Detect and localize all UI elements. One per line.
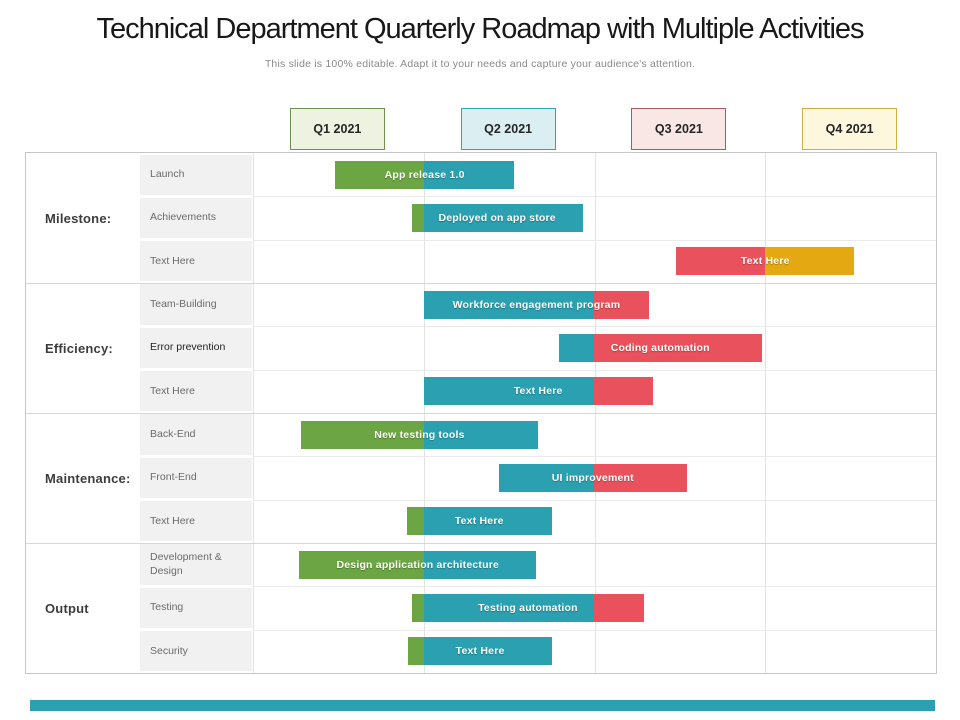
group-cell-maintenance: Maintenance: bbox=[45, 470, 131, 486]
gantt-bar-segment-green bbox=[406, 507, 424, 536]
gantt-bar-segment-teal bbox=[423, 420, 539, 449]
gantt-bar[interactable]: Text Here bbox=[406, 507, 552, 536]
gantt-bar[interactable]: Design application architecture bbox=[299, 550, 537, 579]
gantt-bar-segment-teal bbox=[423, 594, 595, 622]
gantt-bar-label: New testing tools bbox=[374, 428, 465, 441]
section-divider-line bbox=[26, 283, 936, 284]
gantt-bar-segment-teal bbox=[423, 637, 552, 666]
section-divider-line bbox=[26, 543, 936, 544]
gantt-bar-segment-red bbox=[594, 464, 687, 492]
gantt-bar-segment-teal bbox=[498, 464, 595, 492]
gantt-bar-segment-red bbox=[594, 334, 762, 362]
row-label-testing: Testing bbox=[139, 586, 253, 629]
quarter-box-q2[interactable]: Q2 2021 bbox=[460, 108, 556, 150]
gantt-bar-segment-red bbox=[594, 290, 650, 319]
quarter-box-q1[interactable]: Q1 2021 bbox=[289, 108, 385, 150]
slide-subtitle: This slide is 100% editable. Adapt it to… bbox=[264, 58, 696, 70]
gantt-bar-segment-red bbox=[676, 247, 766, 276]
quarter-label: Q3 2021 bbox=[654, 122, 703, 136]
row-gridline bbox=[253, 629, 936, 631]
gantt-bar-label: App release 1.0 bbox=[384, 168, 465, 181]
row-gridline bbox=[253, 326, 936, 328]
row-label-column: Launch Achievements Text Here Team-Build… bbox=[139, 153, 253, 673]
row-label-front-end: Front-End bbox=[139, 456, 253, 499]
section-divider-line bbox=[26, 413, 936, 414]
gantt-bar[interactable]: New testing tools bbox=[300, 420, 539, 449]
group-cell-efficiency: Efficiency: bbox=[45, 340, 113, 356]
gantt-bar-segment-teal bbox=[423, 550, 537, 579]
gantt-bar-segment-teal bbox=[423, 377, 595, 406]
gantt-bar-segment-yellow bbox=[765, 247, 855, 276]
quarter-label: Q4 2021 bbox=[825, 122, 874, 136]
gantt-bar-label: Deployed on app store bbox=[438, 212, 556, 224]
group-cell-output: Output bbox=[45, 600, 89, 616]
gantt-bar-segment-teal bbox=[423, 204, 583, 232]
group-label-column: Milestone: Efficiency: Maintenance: Outp… bbox=[26, 153, 139, 673]
row-label-error-prevention: Error prevention bbox=[139, 326, 253, 369]
gantt-bar-segment-green bbox=[408, 637, 424, 666]
gantt-bar[interactable]: Coding automation bbox=[558, 334, 762, 362]
row-gridline bbox=[253, 456, 936, 458]
gantt-bar-label: Text Here bbox=[454, 515, 504, 528]
quarter-label: Q1 2021 bbox=[313, 122, 362, 136]
gantt-bar[interactable]: App release 1.0 bbox=[334, 160, 515, 189]
quarter-label: Q2 2021 bbox=[484, 122, 533, 136]
gantt-bar-label: Text Here bbox=[740, 255, 790, 268]
row-gridline bbox=[253, 239, 936, 241]
gantt-bar-segment-green bbox=[334, 160, 424, 189]
row-gridline bbox=[253, 499, 936, 501]
gantt-bar-label: Text Here bbox=[513, 385, 563, 398]
gantt-bar-label: Testing automation bbox=[478, 602, 578, 614]
gantt-bar-segment-red bbox=[594, 594, 644, 622]
gantt-bar-segment-teal bbox=[423, 290, 595, 319]
gantt-bar[interactable]: Workforce engagement program bbox=[423, 290, 650, 319]
row-label-text-here-1: Text Here bbox=[139, 240, 253, 283]
row-label-text-here-3: Text Here bbox=[139, 500, 253, 543]
gantt-bar-label: Coding automation bbox=[610, 342, 710, 354]
row-gridline bbox=[253, 196, 936, 198]
row-label-security: Security bbox=[139, 630, 253, 673]
gantt-bar-label: UI improvement bbox=[551, 472, 634, 484]
gantt-chart-area: App release 1.0 Deployed on app store Text… bbox=[253, 153, 936, 673]
gantt-bar-segment-teal bbox=[423, 160, 515, 189]
gantt-bar-segment-teal bbox=[558, 334, 595, 362]
gantt-bar-segment-green bbox=[299, 550, 424, 579]
gantt-bar-label: Design application architecture bbox=[336, 558, 500, 571]
row-label-achievements: Achievements bbox=[139, 196, 253, 239]
row-gridline bbox=[253, 586, 936, 588]
row-label-launch: Launch bbox=[139, 153, 253, 196]
gantt-bar-segment-green bbox=[411, 594, 424, 622]
gantt-bar-segment-red bbox=[594, 377, 653, 406]
gantt-bar[interactable]: Text Here bbox=[423, 377, 653, 406]
group-cell-milestone: Milestone: bbox=[45, 210, 112, 226]
row-gridline bbox=[253, 369, 936, 371]
gantt-bar-label: Workforce engagement program bbox=[452, 298, 621, 311]
gantt-bar[interactable]: Testing automation bbox=[411, 594, 644, 622]
gantt-bar[interactable]: UI improvement bbox=[498, 464, 687, 492]
quarter-box-q3[interactable]: Q3 2021 bbox=[631, 108, 727, 150]
gantt-bar-segment-teal bbox=[423, 507, 552, 536]
row-label-text-here-2: Text Here bbox=[139, 370, 253, 413]
quarter-box-q4[interactable]: Q4 2021 bbox=[802, 108, 898, 150]
gantt-bar-label: Text Here bbox=[455, 645, 505, 658]
gantt-bar[interactable]: Text Here bbox=[408, 637, 552, 666]
gantt-bar[interactable]: Deployed on app store bbox=[411, 204, 583, 232]
bottom-accent-bar bbox=[30, 700, 935, 711]
gantt-bar-segment-green bbox=[300, 420, 424, 449]
row-label-back-end: Back-End bbox=[139, 413, 253, 456]
row-label-development-design: Development & Design bbox=[139, 543, 253, 586]
roadmap-table: Milestone: Efficiency: Maintenance: Outp… bbox=[25, 152, 937, 674]
slide-title: Technical Department Quarterly Roadmap w… bbox=[96, 13, 864, 45]
row-label-team-building: Team-Building bbox=[139, 283, 253, 326]
gantt-bar[interactable]: Text Here bbox=[676, 247, 855, 276]
gantt-bar-segment-green bbox=[411, 204, 424, 232]
